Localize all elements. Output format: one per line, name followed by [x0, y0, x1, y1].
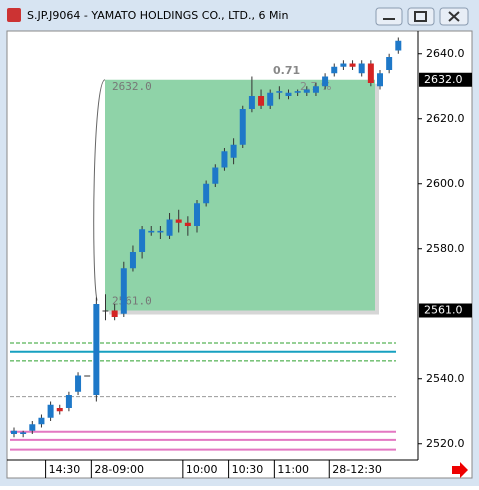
candle-body [340, 63, 347, 67]
maximize-icon [414, 11, 427, 22]
x-tick-label: 11:00 [277, 463, 309, 476]
candle-body [38, 417, 45, 425]
candle-body [102, 310, 109, 312]
candle-body [276, 91, 283, 93]
candle-body [203, 183, 210, 204]
maximize-button[interactable] [407, 7, 435, 26]
candle-body [20, 432, 27, 434]
candle-body [349, 63, 356, 67]
x-tick-label: 10:30 [232, 463, 264, 476]
candle-body [285, 92, 292, 96]
candle-body [239, 109, 246, 145]
range-change-label: 0.71 [273, 64, 300, 77]
scroll-arrow[interactable] [452, 462, 468, 478]
candle-body [294, 91, 301, 93]
candle-body [65, 395, 72, 408]
candle-body [258, 96, 265, 106]
candle-body [194, 203, 200, 226]
y-tick-label: 2540.0 [426, 372, 465, 385]
price-marker [419, 303, 472, 318]
price-marker-label: 2561.0 [424, 304, 463, 317]
candle-body [120, 268, 127, 314]
candle-body [111, 310, 118, 317]
x-tick-label: 28-09:00 [94, 463, 144, 476]
candle-body [11, 430, 17, 434]
window-buttons[interactable] [375, 7, 469, 26]
y-tick-label: 2600.0 [426, 177, 465, 190]
candle-body [358, 63, 365, 74]
candle-body [157, 230, 164, 233]
candle-body [75, 375, 82, 392]
candle-body [267, 92, 274, 106]
candle-body [47, 404, 54, 418]
candle-body [331, 66, 338, 74]
candle-body [84, 375, 91, 377]
close-icon [448, 11, 460, 22]
candle-body [221, 151, 228, 168]
minimize-button[interactable] [375, 7, 403, 26]
y-tick-label: 2640.0 [426, 47, 465, 60]
price-marker-label: 2632.0 [424, 73, 463, 86]
candle-body [175, 219, 182, 223]
candle-body [303, 89, 310, 93]
window-title: S.JP.J9064 - YAMATO HOLDINGS CO., LTD., … [27, 9, 288, 22]
candle-body [148, 230, 155, 233]
candle-body [166, 219, 173, 236]
y-tick-label: 2580.0 [426, 242, 465, 255]
candle-body [248, 96, 255, 109]
y-tick-label: 2520.0 [426, 437, 465, 450]
candle-body [139, 229, 146, 252]
candle-body [395, 40, 402, 51]
range-bracket [93, 79, 106, 301]
x-tick-label: 28-12:30 [332, 463, 382, 476]
range-top-label: 2632.0 [112, 80, 152, 93]
candle-body [93, 304, 100, 395]
candle-body [312, 86, 319, 93]
range-bottom-label: 2561.0 [112, 295, 152, 308]
x-tick-label: 10:00 [186, 463, 218, 476]
candle-body [184, 222, 191, 226]
candle-body [212, 167, 219, 184]
candle-body [322, 76, 329, 87]
candle-body [386, 57, 393, 70]
candle-body [377, 73, 383, 87]
y-tick-label: 2620.0 [426, 112, 465, 125]
candle-body [230, 144, 237, 158]
candle-body [129, 252, 136, 269]
x-tick-label: 14:30 [49, 463, 81, 476]
candle-body [56, 408, 63, 412]
candle-body [29, 424, 36, 431]
candle-body [367, 63, 374, 83]
price-marker [419, 72, 472, 87]
window-icon [7, 8, 21, 22]
